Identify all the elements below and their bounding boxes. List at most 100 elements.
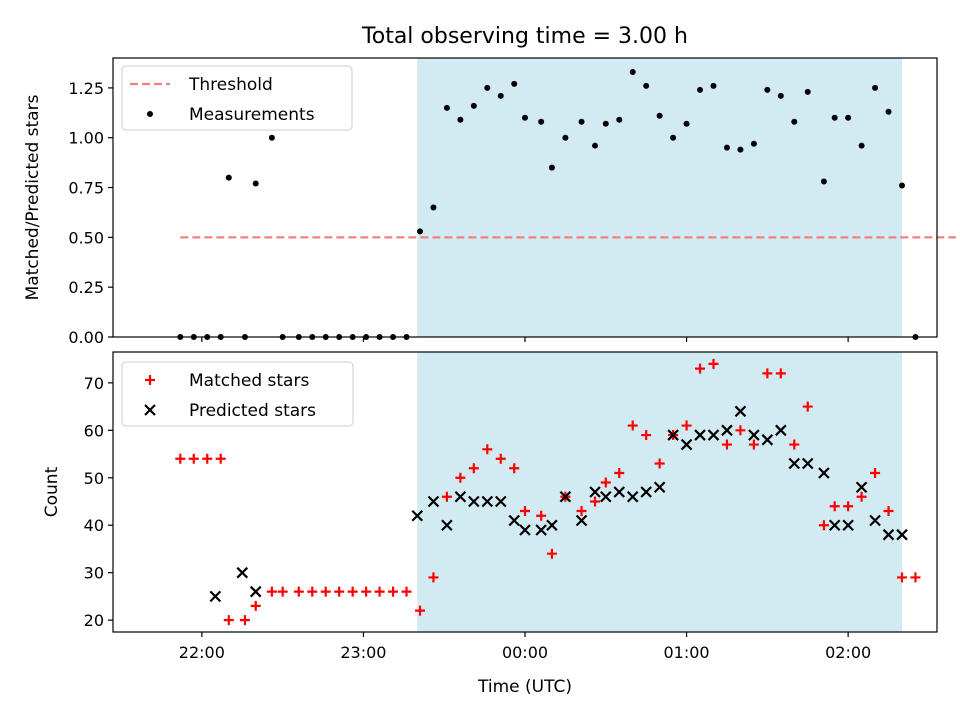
measurement-point bbox=[538, 118, 545, 125]
predicted-star-point bbox=[869, 514, 881, 527]
matched-star-point bbox=[215, 453, 226, 464]
matched-star-point bbox=[455, 472, 466, 483]
legend-label: Predicted stars bbox=[189, 401, 316, 421]
matched-star-point bbox=[374, 586, 385, 597]
matched-star-point bbox=[896, 572, 907, 583]
y-tick-label: 30 bbox=[84, 564, 104, 583]
predicted-star-point bbox=[559, 490, 572, 503]
predicted-star-point bbox=[653, 481, 666, 494]
matched-star-point bbox=[695, 363, 706, 374]
measurement-point bbox=[820, 178, 827, 185]
predicted-star-point bbox=[828, 519, 841, 531]
predicted-star-point bbox=[481, 495, 494, 508]
predicted-star-point bbox=[707, 429, 720, 441]
matched-star-point bbox=[775, 368, 786, 379]
predicted-star-point bbox=[236, 566, 249, 579]
measurement-point bbox=[670, 134, 677, 141]
predicted-star-point bbox=[535, 524, 547, 536]
predicted-star-point bbox=[775, 424, 787, 437]
matched-star-point bbox=[762, 368, 773, 379]
predicted-star-point bbox=[818, 467, 830, 479]
measurement-point bbox=[616, 116, 623, 123]
matched-star-point bbox=[627, 420, 638, 431]
matched-star-point bbox=[883, 505, 894, 516]
y-axis-label: Matched/Predicted stars bbox=[23, 94, 43, 300]
measurement-point bbox=[831, 114, 838, 121]
measurement-point bbox=[764, 86, 771, 93]
predicted-star-point bbox=[427, 495, 440, 508]
y-axis-label: Count bbox=[42, 466, 62, 517]
x-tick-label: 02:00 bbox=[825, 643, 871, 662]
matched-star-point bbox=[520, 505, 530, 516]
measurement-point bbox=[791, 118, 798, 125]
measurement-point bbox=[643, 82, 650, 89]
measurement-point bbox=[737, 146, 744, 153]
matched-star-point bbox=[843, 501, 854, 512]
matched-star-point bbox=[414, 605, 425, 616]
matched-star-point bbox=[468, 463, 479, 474]
measurement-point bbox=[497, 92, 504, 99]
matched-star-point bbox=[802, 401, 813, 412]
predicted-star-point bbox=[454, 490, 467, 503]
matched-star-point bbox=[708, 358, 719, 369]
y-tick-label: 60 bbox=[84, 421, 104, 440]
matched-star-point bbox=[818, 520, 829, 531]
measurement-point bbox=[592, 142, 599, 149]
x-tick-label: 23:00 bbox=[340, 643, 386, 662]
predicted-star-point bbox=[788, 457, 801, 470]
matched-star-point bbox=[536, 510, 547, 521]
matched-star-point bbox=[856, 491, 867, 502]
matched-star-point bbox=[202, 453, 213, 464]
predicted-star-point bbox=[640, 486, 652, 498]
matched-star-point bbox=[320, 586, 331, 597]
observing-window-shade bbox=[417, 352, 902, 632]
matched-star-point bbox=[482, 444, 493, 455]
matched-star-point bbox=[361, 586, 372, 597]
measurement-point bbox=[430, 204, 437, 211]
predicted-star-point bbox=[842, 519, 854, 531]
measurement-point bbox=[804, 88, 811, 95]
predicted-star-point bbox=[748, 429, 760, 441]
matched-star-point bbox=[266, 586, 277, 597]
measurement-point bbox=[629, 68, 636, 75]
matched-star-point bbox=[546, 548, 557, 559]
predicted-star-point bbox=[249, 585, 262, 598]
measurement-point bbox=[252, 180, 259, 187]
x-tick-label: 01:00 bbox=[664, 643, 710, 662]
matched-star-point bbox=[641, 430, 652, 441]
measurement-point bbox=[845, 114, 852, 121]
matched-star-point bbox=[495, 453, 506, 464]
measurement-point bbox=[750, 140, 757, 147]
y-tick-label: 1.25 bbox=[68, 79, 104, 98]
measurement-point bbox=[656, 112, 663, 119]
predicted-star-point bbox=[441, 519, 453, 531]
predicted-star-point bbox=[508, 514, 521, 527]
measurement-point bbox=[470, 102, 477, 109]
y-tick-label: 40 bbox=[84, 516, 104, 535]
predicted-star-point bbox=[734, 405, 747, 418]
matched-star-point bbox=[590, 496, 601, 507]
legend-label: Matched stars bbox=[189, 371, 309, 391]
predicted-star-point bbox=[575, 514, 588, 527]
measurement-point bbox=[484, 84, 491, 91]
y-tick-label: 0.00 bbox=[68, 328, 104, 347]
matched-star-point bbox=[223, 615, 234, 626]
measurement-point bbox=[522, 114, 528, 121]
predicted-star-point bbox=[761, 434, 774, 446]
measurement-point bbox=[872, 84, 879, 91]
measurement-point bbox=[578, 118, 585, 125]
predicted-star-point bbox=[680, 438, 693, 451]
measurement-point bbox=[416, 228, 423, 235]
x-tick-label: 00:00 bbox=[502, 643, 548, 662]
count-panel: 20 30 40 50 60 70 22:00 23:00 00:00 01:00 02:00 Cou… bbox=[42, 351, 938, 662]
matched-star-point bbox=[441, 491, 452, 502]
matched-star-point bbox=[250, 600, 261, 611]
matched-star-point bbox=[293, 586, 304, 597]
predicted-star-point bbox=[721, 424, 733, 437]
legend-label: Measurements bbox=[189, 105, 315, 125]
measurement-point bbox=[898, 182, 905, 189]
predicted-star-point bbox=[546, 519, 558, 531]
predicted-star-point bbox=[896, 528, 908, 541]
measurement-point bbox=[723, 144, 730, 151]
